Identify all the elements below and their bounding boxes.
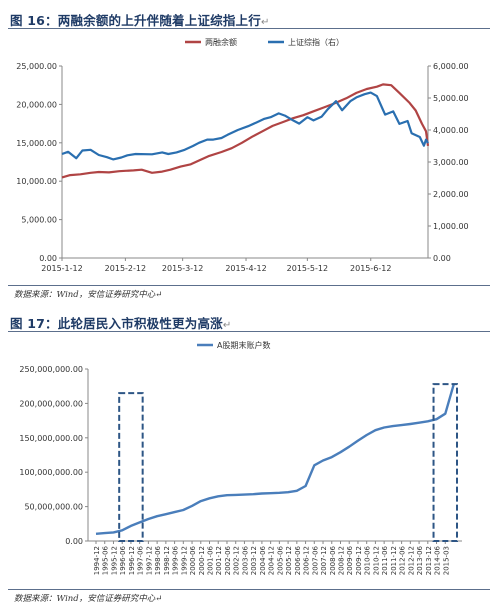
series-line-margin-balance [61, 83, 430, 179]
y-tick-label: 100,000,000.00 [19, 468, 83, 477]
x-tick-label: 2002-12 [233, 546, 241, 575]
paragraph-mark-icon: ↵ [222, 320, 232, 331]
x-tick-label: 1999-12 [180, 546, 188, 575]
x-tick-label: 2005-06 [276, 545, 284, 575]
x-tick-label: 2011-12 [390, 546, 398, 575]
x-tick-label: 2015-5-12 [287, 264, 328, 273]
right-y-tick-label: 5,000.00 [433, 94, 469, 103]
x-tick-label: 2012-06 [399, 545, 407, 575]
x-tick-label: 2004-12 [268, 546, 276, 575]
x-tick-label: 1997-06 [137, 545, 145, 575]
figure-16-title: 图 16：两融余额的上升伴随着上证综指上行↵ [10, 10, 270, 29]
left-y-tick-label: 0.00 [39, 254, 57, 263]
y-tick-label: 50,000,000.00 [24, 503, 83, 512]
legend-label: A股期末账户数 [217, 340, 270, 350]
x-tick-label: 2015-4-12 [225, 264, 266, 273]
highlight-box-2 [432, 383, 459, 542]
y-tick-label: 250,000,000.00 [19, 365, 83, 374]
paragraph-mark-icon: ↵ [260, 17, 270, 28]
figure-16-title-text: 图 16：两融余额的上升伴随着上证综指上行 [10, 13, 261, 28]
figure-16-bottom-rule [8, 285, 490, 286]
x-tick-label: 1996-12 [128, 546, 136, 575]
right-y-tick-label: 6,000.00 [433, 62, 469, 71]
series-line-accounts [95, 383, 456, 535]
x-tick-label: 2001-06 [207, 545, 215, 575]
right-y-tick-label: 0.00 [433, 254, 451, 263]
figure-17-top-rule [8, 331, 490, 332]
x-tick-label: 2001-12 [215, 546, 223, 575]
x-tick-label: 2006-06 [294, 545, 302, 575]
paragraph-mark-icon: ↵ [155, 594, 163, 604]
x-tick-label: 1995-12 [110, 546, 118, 575]
right-y-tick-label: 1,000.00 [433, 222, 469, 231]
x-tick-label: 2013-12 [425, 546, 433, 575]
x-tick-label: 2000-06 [189, 545, 197, 575]
legend-label: 上证综指（右） [288, 37, 344, 47]
right-y-tick-label: 4,000.00 [433, 126, 469, 135]
left-y-tick-label: 15,000.00 [16, 139, 57, 148]
left-y-tick-label: 20,000.00 [16, 100, 57, 109]
figure-17-title-text: 图 17：此轮居民入市积极性更为高涨 [10, 316, 223, 331]
y-tick-label: 200,000,000.00 [19, 399, 83, 408]
x-tick-label: 2008-12 [337, 546, 345, 575]
figure-16-top-rule [8, 28, 490, 29]
figure-16-source: 数据来源：Wind，安信证券研究中心↵ [14, 288, 162, 300]
x-tick-label: 2004-06 [259, 545, 267, 575]
y-tick-label: 0.00 [65, 537, 83, 546]
x-tick-label: 1996-06 [119, 545, 127, 575]
x-tick-label: 2006-12 [303, 546, 311, 575]
x-tick-label: 2015-03 [442, 546, 450, 575]
figure-16-source-text: 数据来源：Wind，安信证券研究中心 [14, 290, 156, 300]
x-tick-label: 2002-06 [224, 545, 232, 575]
x-tick-label: 2015-3-12 [162, 264, 203, 273]
highlight-box-1 [118, 392, 144, 542]
x-tick-label: 2008-06 [329, 545, 337, 575]
figure-17-title: 图 17：此轮居民入市积极性更为高涨↵ [10, 313, 231, 332]
x-tick-label: 2000-12 [198, 546, 206, 575]
right-y-tick-label: 3,000.00 [433, 158, 469, 167]
x-tick-label: 2012-12 [407, 546, 415, 575]
x-tick-label: 2010-12 [372, 546, 380, 575]
figure-17-source-text: 数据来源：Wind，安信证券研究中心 [14, 594, 156, 604]
x-tick-label: 2007-06 [311, 545, 319, 575]
legend-label: 两融余额 [205, 37, 237, 47]
x-tick-label: 2009-12 [355, 546, 363, 575]
x-tick-label: 2010-06 [364, 545, 372, 575]
x-tick-label: 1994-12 [93, 546, 101, 575]
y-tick-label: 150,000,000.00 [19, 434, 83, 443]
figure-17-bottom-rule [8, 589, 490, 590]
chart-margin-vs-index: 0.00 5,000.00 10,000.00 15,000.00 20,000.00 2… [16, 37, 469, 273]
left-y-tick-label: 25,000.00 [16, 62, 57, 71]
x-tick-label: 2009-06 [346, 545, 354, 575]
x-tick-label: 2014-06 [434, 545, 442, 575]
x-tick-label: 2003-12 [250, 546, 258, 575]
x-tick-label: 1998-06 [154, 545, 162, 575]
left-y-tick-label: 5,000.00 [21, 216, 57, 225]
x-tick-label: 1995-06 [102, 545, 110, 575]
x-tick-label: 2011-06 [381, 545, 389, 575]
x-tick-label: 2015-1-12 [41, 264, 82, 273]
x-tick-label: 2003-06 [241, 545, 249, 575]
x-tick-label: 2015-2-12 [105, 264, 146, 273]
x-tick-label: 1999-06 [172, 545, 180, 575]
x-tick-label: 2007-12 [320, 546, 328, 575]
x-tick-label: 1998-12 [163, 546, 171, 575]
series-line-sse-index [61, 91, 429, 161]
right-y-tick-label: 2,000.00 [433, 190, 469, 199]
x-tick-label: 1997-12 [145, 546, 153, 575]
paragraph-mark-icon: ↵ [155, 290, 163, 300]
x-tick-label: 2005-12 [285, 546, 293, 575]
figure-17-source: 数据来源：Wind，安信证券研究中心↵ [14, 592, 162, 604]
left-y-tick-label: 10,000.00 [16, 177, 57, 186]
chart-a-share-accounts: 0.00 50,000,000.00 100,000,000.00 150,000,0… [19, 340, 462, 575]
x-tick-label: 2013-06 [416, 545, 424, 575]
x-tick-label: 2015-6-12 [350, 264, 391, 273]
